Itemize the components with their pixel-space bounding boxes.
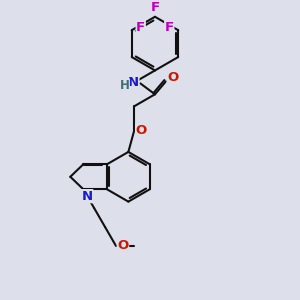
Text: O: O [117,239,129,253]
Text: N: N [128,76,139,89]
Text: O: O [167,71,178,84]
Text: O: O [136,124,147,136]
Text: N: N [82,190,93,203]
Text: H: H [119,79,129,92]
Text: F: F [150,1,160,14]
Text: F: F [136,21,145,34]
Text: F: F [165,21,174,34]
